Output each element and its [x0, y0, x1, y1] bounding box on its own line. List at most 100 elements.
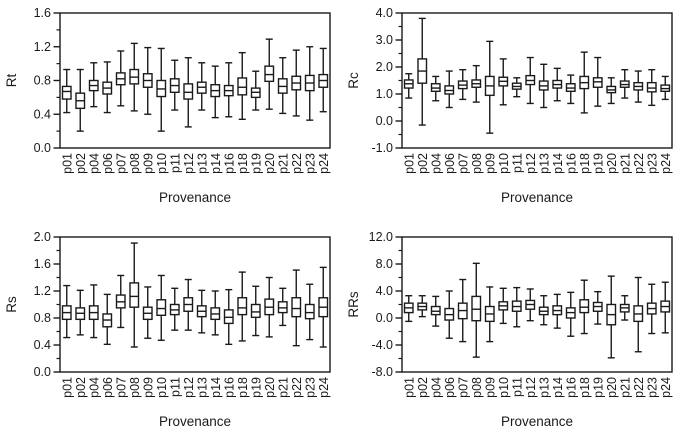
x-tick-label: p14: [209, 153, 223, 174]
x-tick-label: p06: [101, 377, 115, 398]
box-series: [61, 38, 329, 132]
box-whisker: [525, 288, 536, 322]
x-tick-label: p16: [564, 377, 578, 398]
x-tick-labels: p01 p02 p04 p06 p07 p08 p09 p10 p11 p12 p13 p14 p16 p…: [60, 377, 331, 398]
boxplot-panel-rt: 0.0 0.4 0.8 1.2 1.6 Rt p01 p02 p04 p06 p07 p08 p09 p1…: [0, 0, 342, 224]
x-tick-label: p11: [510, 153, 524, 173]
box-whisker: [142, 46, 153, 115]
y-axis-label: Rc: [346, 72, 361, 89]
y-tick-label: 1.6: [34, 257, 51, 271]
box-whisker: [129, 242, 140, 348]
boxplot-panel-rc: -1.0 0.0 1.0 2.0 3.0 4.0 Rc p01 p02 p04 p06 p07 p08 p…: [342, 0, 684, 224]
box-whisker: [457, 68, 468, 101]
box-whisker: [223, 288, 234, 346]
x-tick-label: p08: [470, 377, 484, 398]
x-tick-label: p20: [605, 153, 619, 174]
box-whisker: [237, 271, 248, 342]
x-tick-label: p21: [276, 377, 290, 398]
box-whisker: [646, 283, 657, 335]
box-whisker: [417, 17, 428, 126]
box-whisker: [129, 42, 140, 112]
box-whisker: [196, 289, 207, 334]
x-tick-label: p20: [263, 377, 277, 398]
box-whisker: [471, 262, 482, 358]
x-tick-label: p14: [209, 377, 223, 398]
x-tick-label: p18: [236, 153, 250, 174]
box-whisker: [264, 38, 275, 110]
box-whisker: [471, 64, 482, 103]
x-axis-label: Provenance: [159, 190, 231, 205]
y-tick-label: -1.0: [371, 141, 393, 155]
x-axis-label: Provenance: [501, 414, 573, 429]
x-tick-label: p07: [456, 377, 470, 398]
box-whisker: [430, 75, 441, 102]
box-whisker: [619, 68, 630, 99]
box-whisker: [250, 285, 261, 337]
box-whisker: [498, 287, 509, 325]
box-whisker: [196, 62, 207, 111]
x-tick-label: p19: [249, 377, 263, 398]
x-tick-label: p19: [591, 153, 605, 174]
x-tick-label: p20: [605, 377, 619, 398]
box-whisker: [579, 51, 590, 114]
x-axis-label: Provenance: [501, 190, 573, 205]
x-tick-label: p02: [74, 153, 88, 174]
box-whisker: [223, 62, 234, 118]
x-tick-label: p14: [551, 153, 565, 174]
y-tick-label: 4.0: [376, 6, 393, 20]
x-tick-label: p08: [470, 153, 484, 174]
box-whisker: [88, 284, 99, 339]
x-tick-label: p01: [402, 377, 416, 398]
x-tick-label: p07: [456, 153, 470, 174]
box-whisker: [304, 283, 315, 341]
box-whisker: [444, 290, 455, 339]
x-tick-label: p13: [195, 377, 209, 398]
box-whisker: [183, 57, 194, 128]
x-tick-label: p04: [429, 377, 443, 398]
y-tick-label: 2.0: [34, 230, 51, 244]
x-tick-label: p22: [632, 153, 646, 174]
x-tick-label: p21: [276, 153, 290, 174]
box-whisker: [498, 58, 509, 106]
box-whisker: [75, 289, 86, 336]
x-tick-label: p02: [74, 377, 88, 398]
x-tick-label: p08: [128, 377, 142, 398]
x-tick-label: p07: [114, 377, 128, 398]
box-whisker: [660, 281, 671, 334]
x-tick-label: p24: [659, 377, 673, 398]
boxplot-panel-rs: 0.0 0.4 0.8 1.2 1.6 2.0 Rs p01 p02 p04 p06 p07 p08 p0…: [0, 224, 342, 448]
x-tick-label: p02: [416, 153, 430, 174]
x-tick-label: p12: [524, 377, 538, 398]
y-tick-label: 0.4: [34, 338, 51, 352]
box-whisker: [142, 286, 153, 339]
x-tick-labels: p01 p02 p04 p06 p07 p08 p09 p10 p11 p12 p13 p14 p16 p…: [60, 153, 331, 174]
y-tick-label: 1.6: [34, 6, 51, 20]
box-whisker: [102, 293, 113, 346]
panel-svg-rs: 0.0 0.4 0.8 1.2 1.6 2.0 Rs p01 p02 p04 p06 p07 p08 p0…: [4, 230, 331, 429]
x-tick-label: p16: [222, 377, 236, 398]
box-whisker: [430, 295, 441, 327]
box-whisker: [156, 274, 167, 341]
x-axis-label: Provenance: [159, 414, 231, 429]
x-tick-label: p13: [195, 153, 209, 174]
box-whisker: [102, 61, 113, 114]
box-whisker: [646, 68, 657, 107]
x-tick-label: p18: [578, 377, 592, 398]
box-whisker: [318, 266, 329, 348]
box-whisker: [565, 74, 576, 105]
box-whisker: [61, 284, 72, 339]
box-whisker: [156, 47, 167, 132]
box-whisker: [169, 287, 180, 331]
box-whisker: [552, 67, 563, 102]
box-whisker: [318, 47, 329, 113]
box-whisker: [525, 56, 536, 105]
box-whisker: [237, 51, 248, 121]
x-tick-label: p09: [483, 377, 497, 398]
x-tick-label: p06: [443, 377, 457, 398]
box-whisker: [115, 50, 126, 107]
plot-frame: [59, 12, 331, 149]
x-tick-label: p09: [141, 377, 155, 398]
y-tick-label: -4.0: [371, 338, 393, 352]
